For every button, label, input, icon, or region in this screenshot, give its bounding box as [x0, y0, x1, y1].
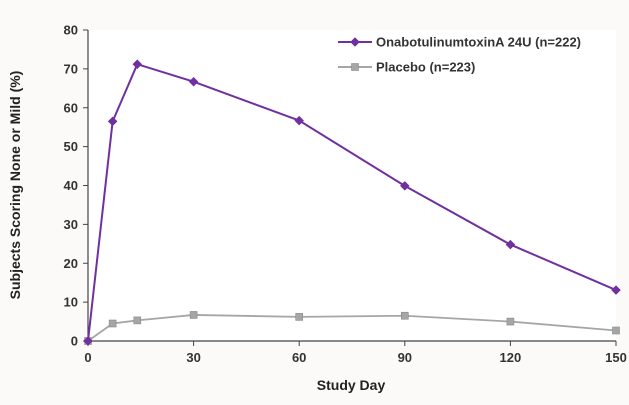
data-point	[611, 285, 621, 295]
data-point	[506, 317, 515, 326]
plot-background	[88, 30, 616, 341]
plot-area	[88, 30, 616, 341]
data-point	[612, 326, 620, 335]
legend-swatch-marker	[350, 37, 360, 47]
x-tick-label: 30	[186, 350, 200, 365]
y-tick-label: 70	[64, 61, 78, 76]
x-tick-label: 150	[605, 350, 627, 365]
series-layer	[83, 59, 621, 346]
legend-item: OnabotulinumtoxinA 24U (n=222)	[338, 35, 581, 50]
y-tick-label: 20	[64, 256, 78, 271]
x-axis: 0 30 60 90 120 150	[84, 340, 627, 365]
y-tick-label: 40	[64, 178, 78, 193]
x-tick-label: 0	[84, 350, 91, 365]
series-0	[83, 59, 621, 346]
y-axis: 0 10 20 30 40 50 60 70 80	[64, 23, 89, 349]
data-point	[294, 115, 305, 126]
x-tick-label: 120	[500, 350, 522, 365]
y-axis-title: Subjects Scoring None or Mild (%)	[7, 71, 23, 300]
data-point	[133, 316, 142, 325]
data-point	[108, 319, 117, 328]
x-axis-title: Study Day	[317, 377, 386, 393]
data-point	[107, 116, 118, 127]
legend-label: Placebo (n=223)	[376, 60, 475, 75]
legend-label: OnabotulinumtoxinA 24U (n=222)	[376, 35, 581, 50]
x-tick-label: 90	[398, 350, 412, 365]
legend-swatch-marker	[351, 63, 359, 71]
y-tick-label: 50	[64, 139, 78, 154]
data-point	[189, 311, 198, 319]
data-point	[400, 311, 409, 320]
legend-item: Placebo (n=223)	[338, 60, 475, 75]
data-point	[399, 181, 410, 191]
y-tick-label: 30	[64, 217, 78, 232]
data-point	[505, 239, 516, 250]
data-point	[132, 59, 143, 70]
y-tick-label: 80	[64, 23, 78, 38]
y-tick-label: 10	[64, 295, 78, 310]
y-tick-label: 0	[71, 334, 78, 349]
series-line	[87, 62, 617, 342]
y-tick-label: 60	[64, 100, 78, 115]
legend: OnabotulinumtoxinA 24U (n=222) Placebo (n…	[338, 35, 581, 75]
data-point	[188, 76, 199, 87]
series-line	[87, 314, 617, 342]
data-point	[295, 313, 304, 321]
x-tick-label: 60	[292, 350, 306, 365]
data-point	[83, 336, 93, 346]
